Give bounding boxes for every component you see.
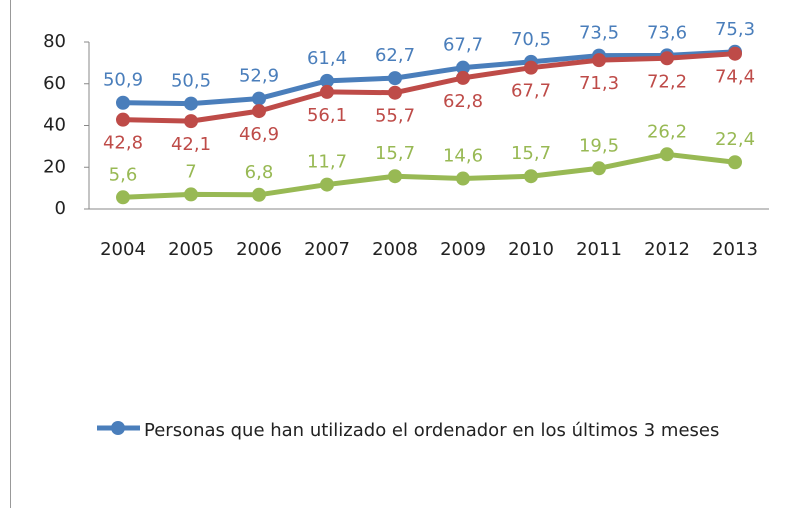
data-label: 55,7 [375, 106, 415, 127]
data-label: 67,7 [511, 81, 551, 102]
y-tick-label: 20 [43, 156, 66, 177]
data-label: 26,2 [647, 121, 687, 142]
data-label: 50,5 [171, 71, 211, 92]
data-point [592, 53, 606, 68]
data-label: 7 [185, 161, 196, 182]
data-point [184, 114, 198, 129]
data-label: 73,6 [647, 22, 687, 43]
x-tick-label: 2007 [304, 239, 350, 260]
data-point [184, 96, 198, 111]
data-point [660, 147, 674, 162]
data-point [320, 84, 334, 99]
data-point [388, 71, 402, 86]
data-label: 15,7 [375, 143, 415, 164]
x-tick-label: 2010 [508, 239, 554, 260]
data-label: 56,1 [307, 105, 347, 126]
y-tick-label: 60 [43, 73, 66, 94]
data-point [320, 177, 334, 192]
series-line [122, 49, 736, 107]
data-label: 70,5 [511, 29, 551, 50]
data-label: 61,4 [307, 48, 347, 69]
series-line [122, 51, 736, 124]
data-label: 72,2 [647, 71, 687, 92]
data-point [252, 91, 266, 106]
data-label: 14,6 [443, 146, 483, 167]
data-label: 50,9 [103, 70, 143, 91]
chart-frame [10, 0, 785, 508]
data-label: 71,3 [579, 73, 619, 94]
data-label: 67,7 [443, 35, 483, 56]
x-tick-label: 2012 [644, 239, 690, 260]
x-tick-label: 2006 [236, 239, 282, 260]
x-tick-label: 2011 [576, 239, 622, 260]
data-label: 73,5 [579, 23, 619, 44]
data-label: 46,9 [239, 124, 279, 145]
data-point [728, 46, 742, 61]
x-tick-label: 2009 [440, 239, 486, 260]
data-point [524, 60, 538, 75]
series-line [122, 151, 736, 200]
data-point [320, 73, 334, 88]
data-label: 42,1 [171, 134, 211, 155]
data-point [252, 187, 266, 202]
data-label: 19,5 [579, 135, 619, 156]
data-point [592, 161, 606, 176]
data-point [388, 85, 402, 100]
data-point [116, 95, 130, 110]
data-point [660, 51, 674, 66]
data-point [252, 104, 266, 119]
data-label: 11,7 [307, 152, 347, 173]
data-label: 5,6 [109, 164, 138, 185]
x-tick-label: 2004 [100, 239, 146, 260]
y-tick-label: 0 [55, 198, 66, 219]
data-label: 52,9 [239, 66, 279, 87]
data-point [184, 187, 198, 202]
data-label: 6,8 [245, 162, 274, 183]
data-label: 15,7 [511, 143, 551, 164]
data-point [524, 169, 538, 184]
data-label: 62,8 [443, 91, 483, 112]
y-tick-label: 80 [43, 31, 66, 52]
data-point [728, 155, 742, 170]
data-point [456, 70, 470, 85]
data-label: 74,4 [715, 67, 755, 88]
data-label: 42,8 [103, 133, 143, 154]
data-point [388, 169, 402, 184]
x-tick-label: 2008 [372, 239, 418, 260]
data-point [456, 60, 470, 75]
legend-label: Personas que han utilizado el ordenador … [144, 420, 720, 441]
y-tick-label: 40 [43, 115, 66, 136]
x-tick-label: 2005 [168, 239, 214, 260]
data-label: 75,3 [715, 19, 755, 40]
data-point [116, 190, 130, 205]
data-label: 22,4 [715, 129, 755, 150]
data-point [116, 112, 130, 127]
data-label: 62,7 [375, 45, 415, 66]
legend-marker [111, 421, 125, 435]
x-tick-label: 2013 [712, 239, 758, 260]
data-point [456, 171, 470, 186]
